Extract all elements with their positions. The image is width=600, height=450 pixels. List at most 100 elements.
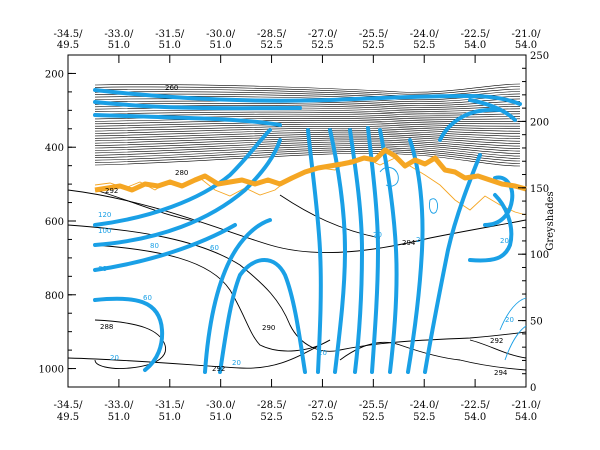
contour-label: 292 (490, 337, 503, 345)
y-right-tick-label: 50 (530, 317, 543, 328)
x-top-lat-label: 54.0 (515, 40, 537, 51)
x-bottom-lat-label: 52.5 (362, 412, 384, 423)
x-bottom-lat-label: 51.0 (108, 412, 130, 423)
isentrope-line (279, 194, 381, 239)
x-top-lon-label: -33.0/ (104, 29, 134, 40)
wind-line (468, 193, 514, 263)
wind-line (483, 175, 515, 227)
wind-line (406, 138, 425, 374)
contour-label: 60 (210, 244, 219, 252)
x-top-lat-label: 54.0 (464, 40, 486, 51)
dense-isentrope-line (94, 83, 521, 93)
y-left-tick-label: 200 (45, 69, 64, 80)
y-right-tick-label: 250 (530, 51, 549, 62)
x-top-lat-label: 52.5 (413, 40, 435, 51)
wind-line (93, 296, 165, 372)
wind-speed-thin-contours (379, 167, 527, 361)
dense-isentrope-line (94, 152, 521, 167)
y-axis-left: 200 400 600 800 1000 (39, 54, 76, 388)
x-top-lon-label: -28.5/ (257, 29, 287, 40)
x-top-lat-label: 52.5 (362, 40, 384, 51)
wind-line (366, 126, 381, 374)
y-right-tick-label: 100 (530, 250, 549, 261)
dense-isentrope-line (94, 88, 521, 97)
dense-isentrope-line (94, 86, 521, 95)
dense-isentrope-line (94, 141, 521, 152)
contour-label: 288 (100, 323, 113, 331)
dense-isentrope-line (94, 145, 521, 157)
contour-label: 20 (500, 237, 509, 245)
contour-label: 20 (416, 236, 425, 244)
x-bottom-lon-label: -22.5/ (461, 400, 491, 411)
contour-label: 60 (98, 265, 107, 273)
contour-label: 260 (165, 84, 178, 92)
x-bottom-lat-label: 51.0 (159, 412, 181, 423)
contour-label: 290 (262, 324, 275, 332)
x-top-lon-label: -22.5/ (461, 29, 491, 40)
x-top-lat-label: 51.0 (108, 40, 130, 51)
wind-line (438, 107, 502, 142)
wind-line (218, 258, 307, 374)
x-bottom-lon-label: -34.5/ (53, 400, 83, 411)
contour-label: 294 (494, 369, 508, 377)
contour-label: 292 (105, 187, 118, 195)
y-right-tick-label: 200 (530, 117, 549, 128)
x-top-lon-label: -24.0/ (410, 29, 440, 40)
tropopause-line (94, 147, 527, 193)
y-axis-right-title: Greyshades (545, 191, 556, 250)
x-axis-bottom: -34.5/49.5-33.0/51.0-31.5/51.0-30.0/51.0… (53, 379, 541, 423)
contour-label: 292 (212, 365, 225, 373)
contour-label: 20 (110, 354, 119, 362)
x-top-lat-label: 52.5 (311, 40, 333, 51)
contour-label: 80 (150, 242, 159, 250)
y-left-tick-label: 400 (45, 143, 64, 154)
contour-label: 20 (373, 231, 382, 239)
contour-label: 100 (98, 227, 111, 235)
x-bottom-lat-label: 49.5 (57, 412, 79, 423)
wind-line (379, 167, 399, 187)
x-bottom-lat-label: 54.0 (515, 412, 537, 423)
dense-isentrope-line (94, 143, 521, 154)
isentrope-labels: 292 288 290 294 292 292 294 280 260 (100, 84, 508, 377)
x-top-lat-label: 51.0 (159, 40, 181, 51)
contour-label: 120 (98, 211, 111, 219)
x-top-lon-label: -30.0/ (206, 29, 236, 40)
wind-line (93, 100, 302, 111)
wind-line (504, 325, 527, 361)
contour-label: 20 (232, 359, 241, 367)
wind-line (93, 223, 237, 272)
x-top-lon-label: -25.5/ (359, 29, 389, 40)
x-bottom-lon-label: -31.5/ (155, 400, 185, 411)
wind-line (468, 98, 517, 122)
x-bottom-lon-label: -33.0/ (104, 400, 134, 411)
x-top-lat-label: 52.5 (260, 40, 282, 51)
x-bottom-lon-label: -27.0/ (308, 400, 338, 411)
x-bottom-lat-label: 51.0 (210, 412, 232, 423)
x-bottom-lon-label: -21.0/ (511, 400, 541, 411)
dense-isentrope-line (94, 117, 521, 122)
contour-label: 280 (175, 169, 188, 177)
x-top-lat-label: 51.0 (210, 40, 232, 51)
wind-line (348, 128, 365, 374)
contour-label: 60 (143, 294, 152, 302)
y-left-tick-label: 600 (45, 217, 64, 228)
x-bottom-lon-label: -28.5/ (257, 400, 287, 411)
x-top-lon-label: -34.5/ (53, 29, 83, 40)
x-axis-top: -34.5/49.5-33.0/51.0-31.5/51.0-30.0/51.0… (53, 29, 541, 63)
isentrope-line (469, 339, 527, 359)
x-bottom-lat-label: 52.5 (311, 412, 333, 423)
wind-line (93, 138, 282, 247)
wind-line (429, 198, 439, 214)
y-axis-right: 0 50 100 150 200 250 (518, 51, 549, 394)
dense-isentrope-line (94, 151, 521, 164)
y-right-tick-label: 0 (530, 383, 536, 394)
x-top-lon-label: -21.0/ (511, 29, 541, 40)
wind-line (378, 128, 399, 374)
x-bottom-lat-label: 52.5 (260, 412, 282, 423)
y-left-tick-label: 1000 (39, 365, 64, 376)
x-bottom-lon-label: -30.0/ (206, 400, 236, 411)
isentrope-line (459, 359, 527, 371)
contour-label: 20 (505, 316, 514, 324)
x-top-lon-label: -31.5/ (155, 29, 185, 40)
